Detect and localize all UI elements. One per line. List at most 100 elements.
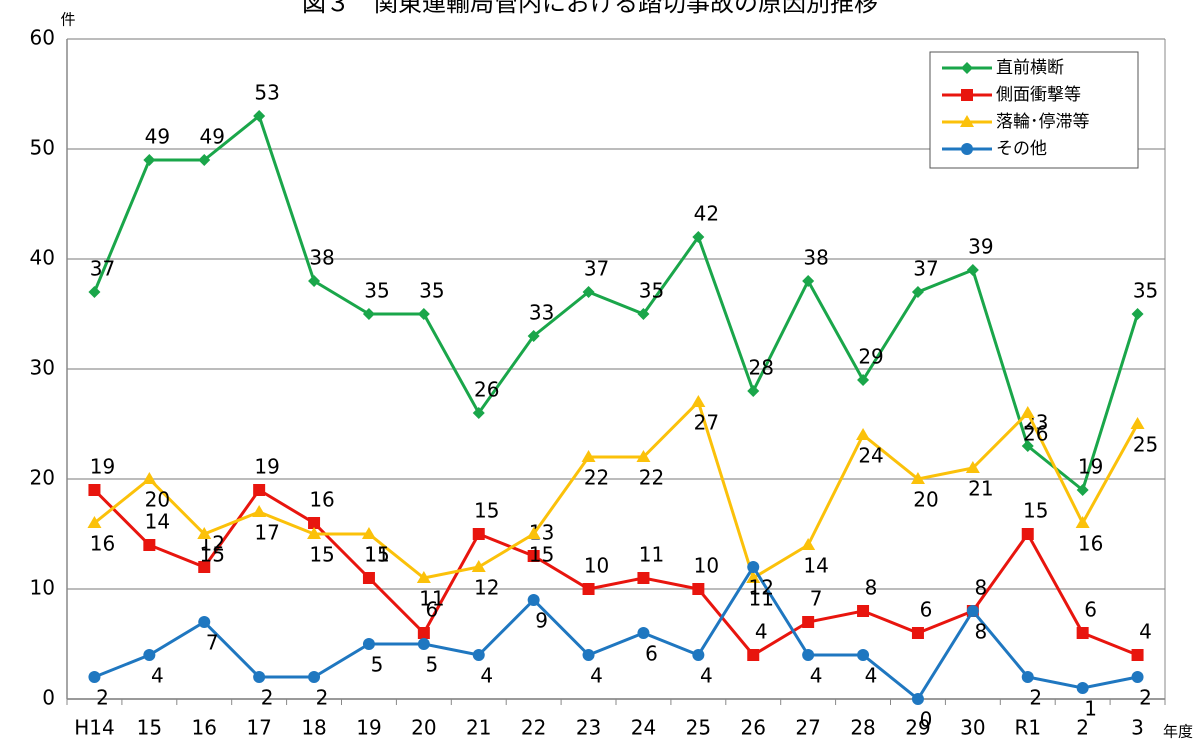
data-label: 53 <box>254 81 279 105</box>
data-label: 25 <box>1133 433 1158 457</box>
data-label: 2 <box>1139 686 1152 710</box>
data-label: 38 <box>803 246 828 270</box>
x-tick-label: 26 <box>741 716 766 740</box>
y-tick-label: 30 <box>30 356 55 380</box>
data-label: 5 <box>371 653 384 677</box>
marker <box>636 450 651 462</box>
x-tick-label: 28 <box>850 716 875 740</box>
marker <box>142 472 157 484</box>
marker <box>961 143 973 155</box>
marker <box>911 627 924 639</box>
x-tick-label: 21 <box>466 716 491 740</box>
marker <box>1131 649 1144 661</box>
data-label: 20 <box>145 488 170 512</box>
marker <box>581 450 596 462</box>
marker <box>307 527 322 539</box>
marker <box>1021 528 1034 540</box>
marker <box>637 308 650 320</box>
data-label: 7 <box>206 631 219 655</box>
data-label: 2 <box>261 686 274 710</box>
y-tick-label: 40 <box>30 246 55 270</box>
data-label: 16 <box>1078 532 1103 556</box>
x-tick-label: 18 <box>301 716 326 740</box>
marker <box>692 231 705 243</box>
marker <box>1131 671 1144 683</box>
data-label: 5 <box>425 653 438 677</box>
data-label: 37 <box>584 257 609 281</box>
data-label: 12 <box>749 576 774 600</box>
x-tick-label: 16 <box>192 716 217 740</box>
y-tick-label: 0 <box>42 686 55 710</box>
data-label: 37 <box>913 257 938 281</box>
marker <box>802 275 815 287</box>
marker <box>910 472 925 484</box>
data-label: 10 <box>584 554 609 578</box>
data-label: 24 <box>858 444 883 468</box>
marker <box>960 115 974 127</box>
marker <box>362 638 375 650</box>
data-label: 27 <box>694 411 719 435</box>
marker <box>252 505 267 517</box>
x-tick-label: H14 <box>74 716 115 740</box>
marker <box>308 275 321 287</box>
data-label: 4 <box>151 664 164 688</box>
data-label: 4 <box>865 664 878 688</box>
marker <box>143 154 156 166</box>
data-label: 38 <box>309 246 334 270</box>
marker <box>471 560 486 572</box>
data-label: 8 <box>974 620 987 644</box>
data-label: 35 <box>364 279 389 303</box>
chart-title: 図３ 関東運輸局管内における踏切事故の原因別推移 <box>302 0 878 17</box>
data-label: 4 <box>810 664 823 688</box>
data-label: 6 <box>645 642 658 666</box>
series-line <box>93 113 1139 493</box>
marker <box>527 550 540 562</box>
marker <box>582 286 595 298</box>
data-label: 7 <box>810 587 823 611</box>
data-label: 15 <box>529 543 554 567</box>
marker <box>692 649 705 661</box>
data-label: 4 <box>590 664 603 688</box>
marker <box>747 385 760 397</box>
data-label: 1 <box>1084 697 1097 721</box>
data-label: 15 <box>200 543 225 567</box>
data-label: 6 <box>1084 598 1097 622</box>
data-label: 17 <box>254 521 279 545</box>
marker <box>198 561 211 573</box>
marker <box>1020 406 1035 418</box>
data-label: 2 <box>1029 686 1042 710</box>
marker <box>746 571 761 583</box>
marker <box>961 89 973 101</box>
marker <box>1021 671 1034 683</box>
data-label: 15 <box>474 499 499 523</box>
data-label: 2 <box>316 686 329 710</box>
x-axis-label: 年度 <box>1163 723 1193 741</box>
marker <box>802 616 815 628</box>
marker <box>198 616 211 628</box>
marker <box>1076 627 1089 639</box>
data-label: 33 <box>529 301 554 325</box>
data-label: 16 <box>90 532 115 556</box>
data-label: 14 <box>145 510 170 534</box>
marker <box>637 572 650 584</box>
legend-label: 側面衝撃等 <box>996 85 1081 105</box>
data-label: 15 <box>309 543 334 567</box>
legend-label: その他 <box>996 139 1047 159</box>
data-label: 35 <box>419 279 444 303</box>
marker <box>1075 516 1090 528</box>
data-label: 8 <box>865 576 878 600</box>
x-tick-label: 27 <box>795 716 820 740</box>
data-label: 4 <box>1139 620 1152 644</box>
marker <box>1131 308 1144 320</box>
marker <box>143 649 156 661</box>
marker <box>1130 417 1145 429</box>
x-tick-label: 20 <box>411 716 436 740</box>
marker <box>143 539 156 551</box>
marker <box>361 527 376 539</box>
data-label: 9 <box>535 609 548 633</box>
marker <box>527 330 540 342</box>
marker <box>253 484 266 496</box>
data-label: 8 <box>974 576 987 600</box>
data-label: 39 <box>968 235 993 259</box>
marker <box>362 572 375 584</box>
